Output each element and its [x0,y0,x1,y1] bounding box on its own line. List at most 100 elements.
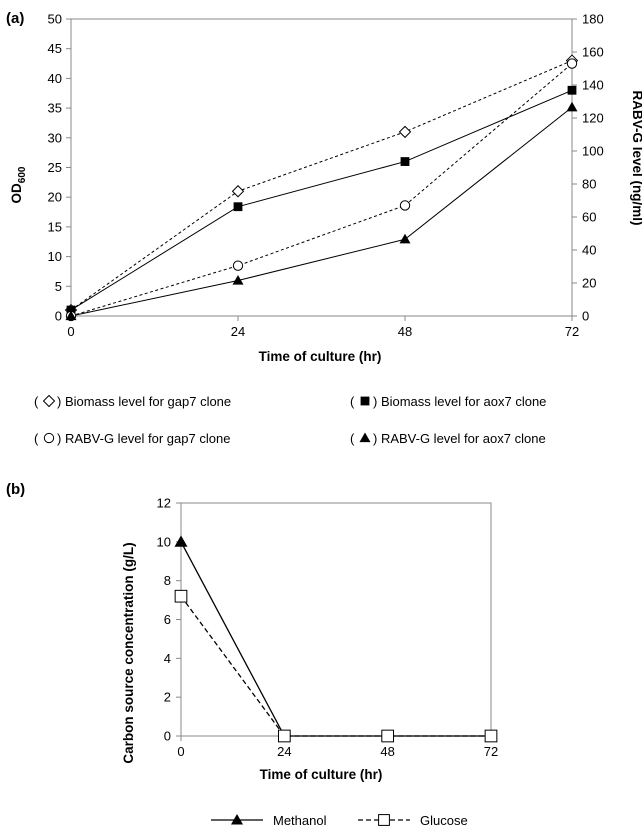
panel-a-y-tick-label: 20 [48,190,62,205]
panel-a-legend-item: ( ) RABV-G level for gap7 clone [34,431,230,446]
panel-a-data-point [398,125,412,139]
panel-a-y-axis-title-sub: 600 [17,166,28,183]
panel-b-legend-marker [231,814,243,825]
panel-a-legend-open-paren: ( [34,431,39,446]
panel-b-label: (b) [6,481,25,498]
panel-b-y-tick-label: 8 [164,573,171,588]
panel-a-legend-marker [43,432,55,444]
panel-b-legend-label: Glucose [420,813,468,828]
panel-a-chart: (a) OD600 RABV-G level (ng/ml) Time of c… [6,10,642,446]
panel-a-legend-item: ( ) Biomass level for gap7 clone [34,394,231,409]
panel-a-legend-item: ( ) RABV-G level for aox7 clone [350,431,546,446]
panel-a-y2-tick-label: 80 [582,177,596,192]
panel-a-y-tick-label: 45 [48,41,62,56]
panel-b-plot-frame [180,502,492,737]
panel-a-legend-marker [42,394,56,408]
panel-a-x-tick-label: 48 [398,324,412,339]
panel-a-y2-tick-label: 140 [582,78,604,93]
panel-a-y-tick-label: 50 [48,12,62,27]
panel-a-y2-tick-label: 20 [582,276,596,291]
panel-a-y2-tick-label: 60 [582,210,596,225]
panel-b-y-tick-label: 6 [164,612,171,627]
panel-a-series-line-2 [70,63,573,317]
panel-a-y-tick-label: 15 [48,219,62,234]
panel-b-x-tick-label: 0 [177,744,184,759]
panel-a-x-tick-label: 24 [231,324,245,339]
panel-a-legend-label: ) RABV-G level for aox7 clone [373,431,546,446]
panel-a-data-point [566,101,578,112]
panel-b-legend-marker [378,814,390,826]
panel-a-y-tick-label: 40 [48,71,62,86]
panel-a-data-point [399,233,411,244]
panel-a-legend-label: ) Biomass level for aox7 clone [373,394,546,409]
panel-a-y-axis-title-main: OD [9,183,24,204]
panel-a-data-point [399,200,411,211]
panel-a-series-line-1 [70,89,573,311]
panel-b-legend-label: Methanol [273,813,327,828]
panel-a-data-point [232,275,244,285]
panel-a-y-tick-label: 5 [55,279,62,294]
panel-b-series-line-1 [180,595,491,737]
panel-a-legend-marker [360,396,370,406]
panel-b-x-tick-label: 72 [484,744,498,759]
panel-b-series-line-0 [180,541,491,737]
panel-b-x-tick-label: 48 [380,744,394,759]
panel-b-x-axis-title: Time of culture (hr) [260,767,383,782]
panel-b-data-point [174,535,188,547]
panel-a-data-point [65,310,77,321]
panel-a-y2-tick-label: 160 [582,45,604,60]
panel-a-legend-item: ( ) Biomass level for aox7 clone [350,394,546,409]
panel-b-data-point [381,729,395,743]
panel-a-data-point [66,305,76,315]
panel-a-series-line-0 [70,60,573,311]
panel-a-y2-tick-label: 100 [582,144,604,159]
panel-a-legend: ( ) Biomass level for gap7 clone ( ) Biomas… [34,394,546,446]
panel-b-legend-item: Glucose [358,813,468,828]
panel-a-y2-tick-label: 0 [582,309,589,324]
panel-a-y-axis-title: OD600 [9,166,28,203]
panel-a-x-axis-title: Time of culture (hr) [259,349,382,364]
panel-a-y2-tick-label: 120 [582,111,604,126]
panel-b-data-point [484,729,498,743]
panel-b-data-point [174,589,188,603]
panel-a-legend-open-paren: ( [350,431,355,446]
panel-a-data-point [400,157,410,166]
panel-b-y-tick-label: 2 [164,690,171,705]
panel-b-y-tick-label: 12 [157,496,171,511]
panel-a-label: (a) [6,10,24,27]
panel-b-legend: Methanol Glucose [211,813,468,828]
panel-a-y-tick-label: 0 [55,309,62,324]
panel-b-y-tick-label: 0 [164,729,171,744]
panel-a-legend-open-paren: ( [350,394,355,409]
panel-a-data-point [566,58,578,69]
panel-b-y-tick-label: 4 [164,651,171,666]
panel-a-y2-tick-label: 40 [582,243,596,258]
panel-a-series-line-3 [70,106,573,317]
panel-b-x-tick-label: 24 [277,744,291,759]
panel-a-data-point [231,185,245,198]
panel-a-legend-marker [359,432,371,443]
panel-a-data-point [567,85,577,95]
panel-a-x-tick-label: 0 [67,324,74,339]
panel-a-data-point [232,260,244,271]
panel-a-legend-open-paren: ( [34,394,39,409]
panel-b-legend-item: Methanol [211,813,327,828]
panel-b-y-axis-title: Carbon source concentration (g/L) [121,542,136,763]
panel-a-y-tick-label: 10 [48,249,62,264]
panel-a-legend-label: ) RABV-G level for gap7 clone [57,431,230,446]
panel-a-data-point [233,202,243,212]
panel-a-legend-label: ) Biomass level for gap7 clone [57,394,231,409]
panel-a-plot-area: 0 5 10 15 20 25 30 35 40 45 50 0 20 40 60 80 100 120 140 16… [48,12,604,340]
panel-b-y-tick-label: 10 [157,534,171,549]
panel-a-plot-frame [70,18,573,317]
panel-b-data-point [277,729,291,743]
panel-b-chart: (b) Carbon source concentration (g/L) Ti… [6,481,498,828]
panel-a-y2-tick-label: 180 [582,12,604,27]
panel-a-y-tick-label: 35 [48,101,62,116]
panel-a-y2-axis-title: RABV-G level (ng/ml) [630,90,642,225]
panel-a-x-tick-label: 72 [565,324,579,339]
panel-a-y-tick-label: 25 [48,160,62,175]
panel-a-y-tick-label: 30 [48,130,62,145]
